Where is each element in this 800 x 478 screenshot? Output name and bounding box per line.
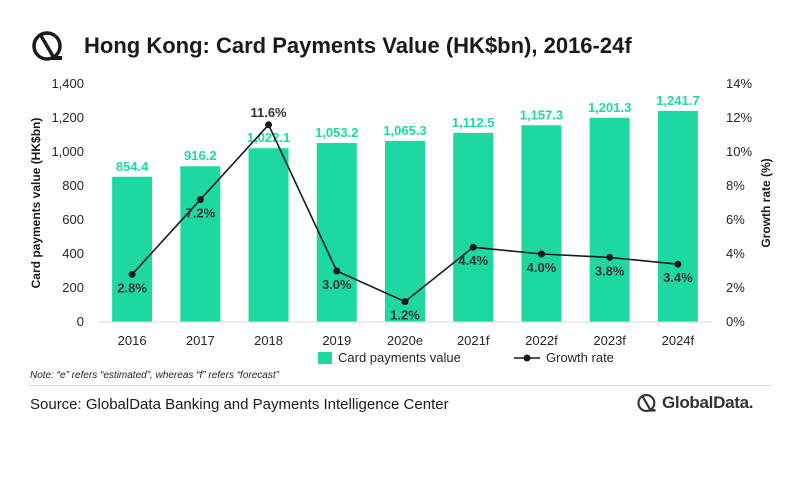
growth-value-label: 3.0% bbox=[322, 277, 352, 292]
y-tick-label: 200 bbox=[62, 280, 84, 295]
y-tick-label: 800 bbox=[62, 178, 84, 193]
legend-marker bbox=[523, 354, 531, 362]
x-tick-label: 2018 bbox=[254, 333, 283, 348]
y2-tick-label: 0% bbox=[726, 314, 745, 329]
bar-value-label: 916.2 bbox=[184, 148, 217, 163]
growth-point-2020e bbox=[401, 298, 409, 306]
header: Hong Kong: Card Payments Value (HK$bn), … bbox=[30, 26, 632, 66]
y2-tick-label: 2% bbox=[726, 280, 745, 295]
y2-tick-label: 8% bbox=[726, 178, 745, 193]
bar-value-label: 1,241.7 bbox=[656, 93, 699, 108]
y2-tick-label: 10% bbox=[726, 144, 752, 159]
bar-value-label: 1,053.2 bbox=[315, 125, 358, 140]
x-tick-label: 2019 bbox=[322, 333, 351, 348]
legend-swatch-bar bbox=[318, 352, 332, 364]
brand-logo: GlobalData. bbox=[636, 392, 753, 414]
bar-2021f bbox=[453, 132, 494, 322]
bar-value-label: 1,022.1 bbox=[247, 130, 290, 145]
growth-value-label: 7.2% bbox=[186, 206, 216, 221]
bar-2024f bbox=[657, 110, 698, 322]
growth-value-label: 4.4% bbox=[458, 253, 488, 268]
globaldata-logo-icon bbox=[637, 393, 656, 413]
y-tick-label: 0 bbox=[77, 314, 84, 329]
y-axis-title: Card payments value (HK$bn) bbox=[29, 118, 43, 289]
bar-value-label: 1,157.3 bbox=[520, 107, 563, 122]
bar-value-label: 1,201.3 bbox=[588, 100, 631, 115]
x-tick-label: 2022f bbox=[525, 333, 558, 348]
bar-2023f bbox=[589, 117, 630, 323]
divider bbox=[28, 385, 772, 386]
y2-axis-title: Growth rate (%) bbox=[759, 158, 773, 247]
x-tick-label: 2024f bbox=[662, 333, 695, 348]
x-tick-label: 2016 bbox=[118, 333, 147, 348]
bar-2017 bbox=[180, 166, 221, 322]
growth-value-label: 3.8% bbox=[595, 263, 625, 278]
growth-point-2023f bbox=[606, 253, 614, 261]
growth-point-2021f bbox=[469, 243, 477, 251]
growth-point-2017 bbox=[196, 196, 204, 204]
bar-2018 bbox=[248, 148, 289, 322]
growth-point-2024f bbox=[674, 260, 682, 268]
source-text: Source: GlobalData Banking and Payments … bbox=[30, 396, 449, 413]
growth-value-label: 1.2% bbox=[390, 308, 420, 323]
growth-value-label: 2.8% bbox=[117, 280, 147, 295]
legend-label: Card payments value bbox=[338, 350, 461, 365]
bar-value-label: 1,065.3 bbox=[383, 123, 426, 138]
growth-value-label: 4.0% bbox=[527, 260, 557, 275]
growth-point-2019 bbox=[333, 267, 341, 275]
y-tick-label: 400 bbox=[62, 246, 84, 261]
growth-point-2022f bbox=[537, 250, 545, 258]
bar-2016 bbox=[112, 176, 153, 322]
combo-chart: 0 200 400 600 800 1,000 1,200 1,400 0% 2% 4% 6% 8% 10… bbox=[29, 76, 773, 365]
y-tick-label: 1,000 bbox=[51, 144, 84, 159]
chart-note: Note: “e” refers “estimated”, whereas “f… bbox=[30, 370, 279, 381]
y2-tick-label: 4% bbox=[726, 246, 745, 261]
y2-tick-label: 12% bbox=[726, 110, 752, 125]
growth-point-2016 bbox=[128, 270, 136, 278]
globaldata-logo-icon bbox=[32, 31, 62, 61]
bar-2019 bbox=[316, 142, 357, 322]
bar-value-label: 854.4 bbox=[116, 159, 149, 174]
brand-name: GlobalData. bbox=[662, 393, 754, 412]
legend-label: Growth rate bbox=[546, 350, 614, 365]
y-tick-label: 1,200 bbox=[51, 110, 84, 125]
y-tick-label: 600 bbox=[62, 212, 84, 227]
x-tick-label: 2017 bbox=[186, 333, 215, 348]
growth-point-2018 bbox=[265, 121, 273, 129]
x-tick-label: 2021f bbox=[457, 333, 490, 348]
x-tick-label: 2023f bbox=[593, 333, 626, 348]
x-tick-label: 2020e bbox=[387, 333, 423, 348]
chart-title: Hong Kong: Card Payments Value (HK$bn), … bbox=[84, 33, 632, 58]
bar-2022f bbox=[521, 125, 562, 322]
y2-tick-label: 6% bbox=[726, 212, 745, 227]
growth-value-label: 11.6% bbox=[250, 105, 287, 120]
growth-value-label: 3.4% bbox=[663, 270, 693, 285]
y2-tick-label: 14% bbox=[726, 76, 752, 91]
y-tick-label: 1,400 bbox=[51, 76, 84, 91]
bar-value-label: 1,112.5 bbox=[452, 115, 495, 130]
